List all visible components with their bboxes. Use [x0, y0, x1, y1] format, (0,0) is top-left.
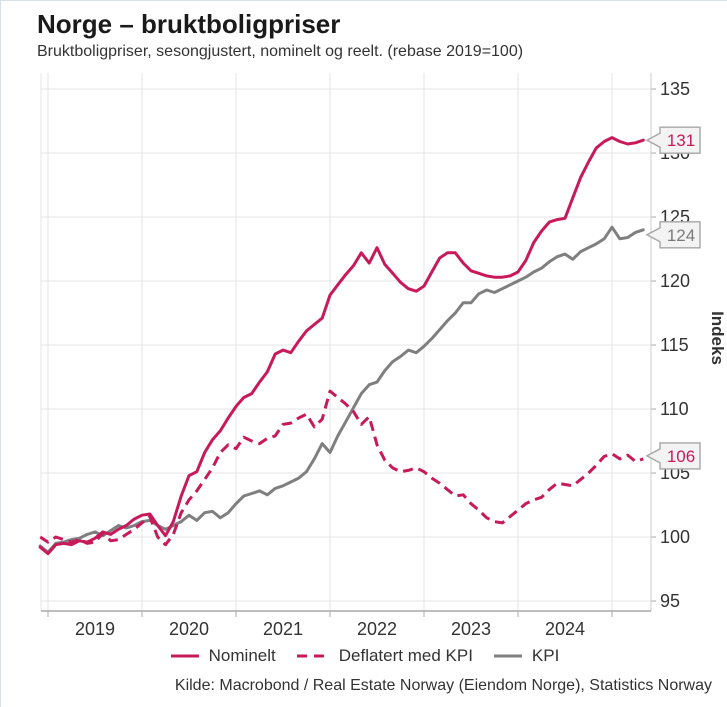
y-tick-label: 95 — [660, 591, 680, 611]
y-tick-label: 115 — [660, 335, 689, 355]
legend-item-nominelt[interactable]: Nominelt — [170, 646, 276, 666]
x-tick-label: 2022 — [357, 619, 397, 639]
x-tick-label: 2024 — [545, 619, 585, 639]
y-tick-label: 120 — [660, 271, 690, 291]
legend-label: Deflatert med KPI — [338, 646, 473, 665]
x-tick-label: 2023 — [451, 619, 491, 639]
series-line-kpi — [38, 225, 645, 554]
x-tick-label: 2019 — [75, 619, 115, 639]
solid-pink-line-swatch-icon — [170, 654, 199, 658]
end-value-callout — [645, 221, 701, 249]
legend: Nominelt Deflatert med KPI KPI — [1, 646, 727, 666]
end-value-label: 106 — [667, 447, 695, 466]
legend-item-deflatert-med-kpi[interactable]: Deflatert med KPI — [296, 646, 473, 666]
end-value-label: 131 — [667, 131, 695, 150]
y-axis-title: Indeks — [708, 311, 727, 365]
y-tick-label: 110 — [660, 399, 689, 419]
chart-subtitle: Bruktboligpriser, sesongjustert, nominel… — [37, 43, 524, 60]
end-value-callout — [645, 442, 701, 470]
legend-label: KPI — [531, 646, 560, 665]
page-title: Norge – bruktboligpriser — [37, 9, 341, 39]
x-tick-label: 2021 — [263, 619, 303, 639]
series-line-nominelt — [38, 136, 645, 556]
legend-item-kpi[interactable]: KPI — [493, 646, 559, 666]
end-value-callout — [645, 126, 701, 154]
series-line-deflatert-med-kpi — [39, 389, 644, 547]
y-tick-label: 100 — [660, 527, 690, 547]
end-value-label: 124 — [667, 226, 695, 245]
solid-gray-line-swatch-icon — [493, 654, 522, 658]
chart-canvas: 9510010511011512012513013520192020202120… — [38, 73, 727, 639]
y-tick-label: 135 — [660, 79, 690, 99]
dashed-pink-line-swatch-icon — [296, 654, 329, 658]
legend-label: Nominelt — [208, 646, 276, 665]
source-attribution: Kilde: Macrobond / Real Estate Norway (E… — [174, 677, 712, 694]
x-tick-label: 2020 — [169, 619, 209, 639]
